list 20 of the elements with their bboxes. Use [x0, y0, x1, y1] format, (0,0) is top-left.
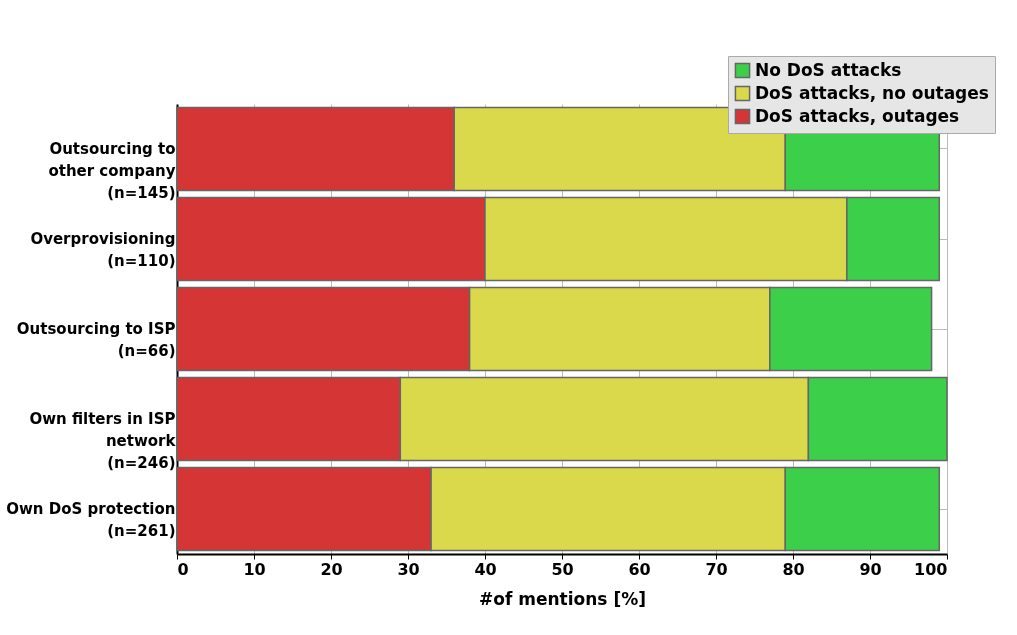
x-tick-label: 10 — [243, 559, 266, 579]
x-tick-label: 30 — [397, 559, 420, 579]
legend-label: DoS attacks, outages — [755, 105, 960, 126]
x-tick-label: 50 — [551, 559, 574, 579]
x-tick-label: 100 — [914, 559, 948, 579]
x-tick-label: 80 — [782, 559, 805, 579]
x-axis-title: #of mentions [%] — [479, 588, 646, 609]
x-tick-label: 70 — [705, 559, 728, 579]
x-tick-label: 40 — [474, 559, 497, 579]
y-tick-label: Own filters in ISP network (n=246) — [29, 410, 177, 472]
x-tick-label: 60 — [628, 559, 651, 579]
y-tick-label: Overprovisioning (n=110) — [30, 230, 176, 270]
x-tick-label: 90 — [859, 559, 882, 579]
legend-label: DoS attacks, no outages — [755, 82, 989, 103]
x-tick-label: 20 — [320, 559, 343, 579]
y-tick-label: Outsourcing to other company (n=145) — [48, 140, 176, 202]
x-tick-label: 0 — [177, 559, 189, 579]
legend-label: No DoS attacks — [755, 59, 902, 80]
y-tick-label: Outsourcing to ISP (n=66) — [16, 320, 176, 360]
y-tick-label: Own DoS protection (n=261) — [6, 500, 176, 540]
